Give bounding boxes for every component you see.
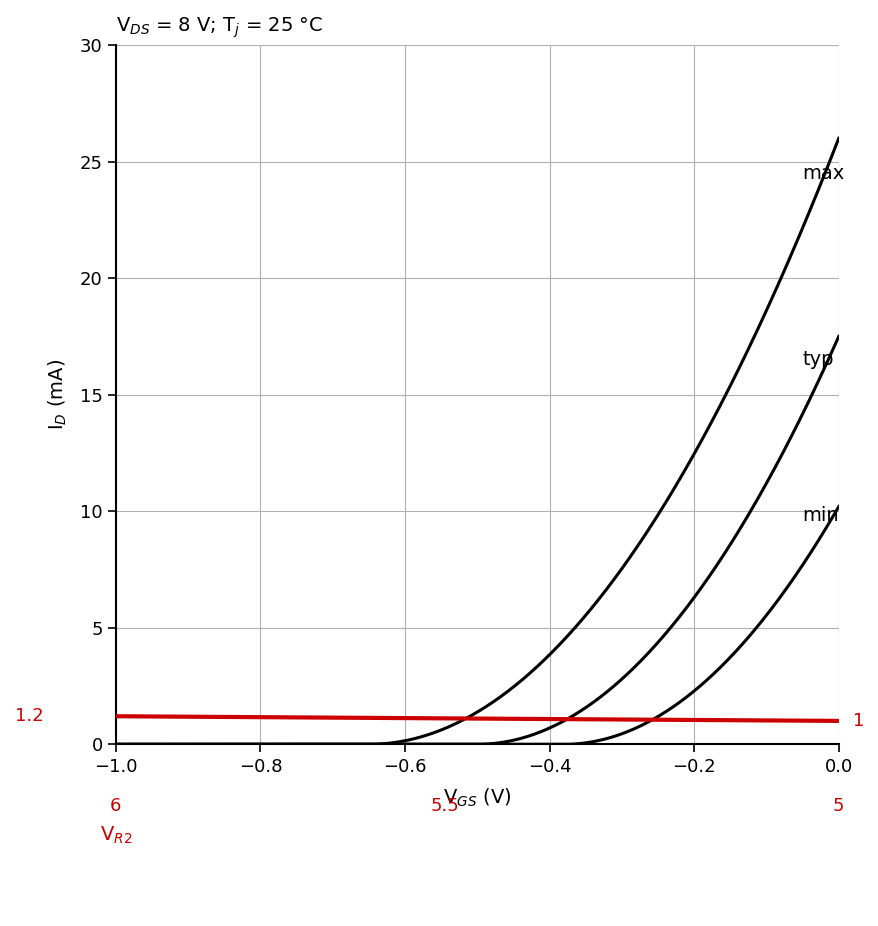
Text: 5: 5 — [832, 797, 844, 815]
X-axis label: V$_{GS}$ (V): V$_{GS}$ (V) — [443, 786, 511, 809]
Text: max: max — [802, 164, 844, 182]
Text: 1.2: 1.2 — [15, 707, 44, 725]
Text: 6: 6 — [110, 797, 121, 815]
Text: V$_{DS}$ = 8 V; T$_j$ = 25 °C: V$_{DS}$ = 8 V; T$_j$ = 25 °C — [116, 15, 323, 40]
Text: 1: 1 — [852, 712, 863, 730]
Text: typ: typ — [802, 350, 833, 369]
Text: V$_{R2}$: V$_{R2}$ — [99, 825, 132, 846]
Text: 5.5: 5.5 — [430, 797, 458, 815]
Text: min: min — [802, 507, 838, 525]
Y-axis label: I$_{D}$ (mA): I$_{D}$ (mA) — [47, 359, 68, 431]
